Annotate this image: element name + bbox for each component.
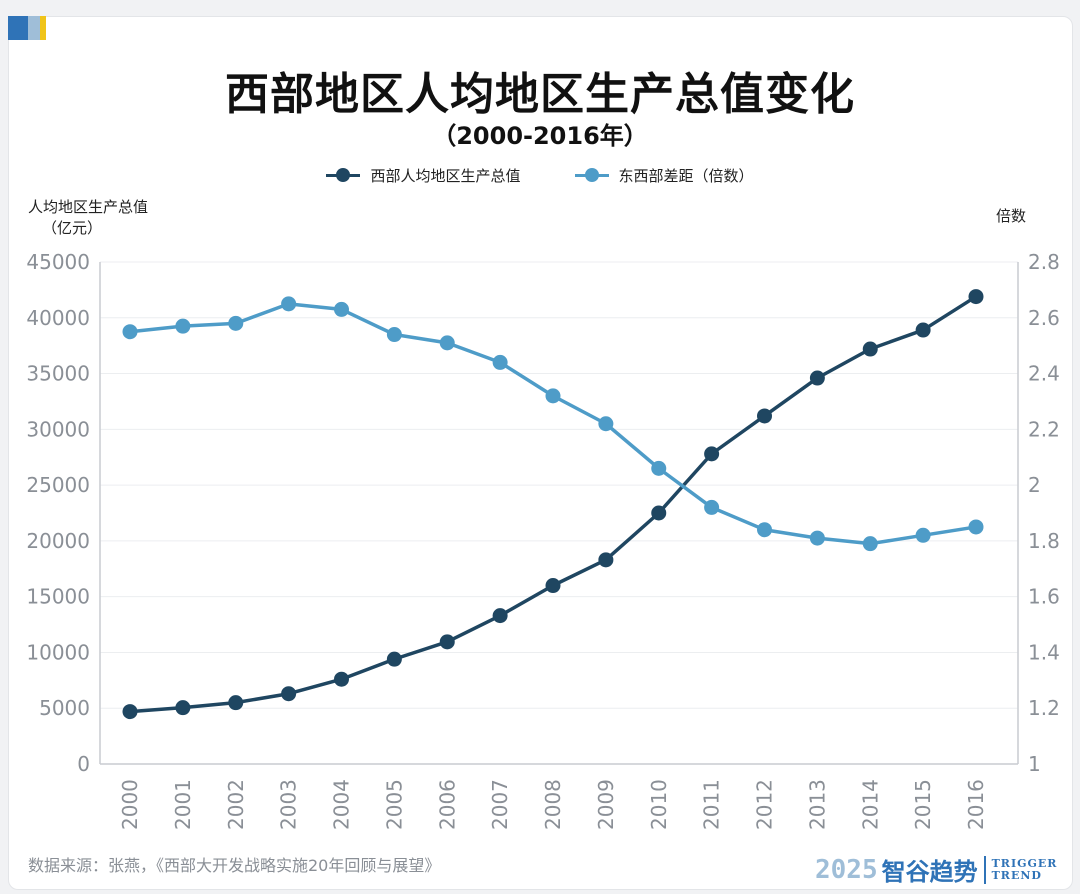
data-point-gap — [704, 500, 719, 515]
data-point-gap — [440, 335, 455, 350]
x-tick-label: 2014 — [858, 779, 882, 830]
data-point-gap — [228, 316, 243, 331]
y-left-tick-label: 35000 — [26, 362, 90, 386]
x-tick-label: 2015 — [911, 779, 935, 830]
y-left-tick-label: 30000 — [26, 417, 90, 441]
y-left-tick-label: 0 — [77, 752, 90, 776]
data-point-gdp — [546, 578, 561, 593]
y-right-tick-label: 2.8 — [1028, 250, 1060, 274]
brand-name: 智谷趋势 — [882, 852, 978, 887]
x-tick-label: 2002 — [224, 779, 248, 830]
x-tick-label: 2008 — [541, 779, 565, 830]
x-tick-label: 2013 — [805, 779, 829, 830]
y-left-tick-label: 10000 — [26, 640, 90, 664]
data-point-gdp — [810, 371, 825, 386]
data-point-gdp — [334, 672, 349, 687]
data-point-gap — [651, 461, 666, 476]
y-right-tick-label: 1.2 — [1028, 696, 1060, 720]
data-point-gdp — [757, 408, 772, 423]
data-point-gdp — [387, 652, 402, 667]
y-left-tick-label: 40000 — [26, 306, 90, 330]
data-point-gap — [916, 528, 931, 543]
x-tick-label: 2011 — [700, 779, 724, 830]
brand-english: TRIGGER TREND — [992, 858, 1058, 882]
data-point-gap — [334, 302, 349, 317]
x-tick-label: 2003 — [277, 779, 301, 830]
data-point-gdp — [493, 608, 508, 623]
data-point-gap — [757, 522, 772, 537]
y-right-tick-label: 2.2 — [1028, 417, 1060, 441]
data-point-gdp — [598, 552, 613, 567]
brand-english-line2: TREND — [992, 870, 1058, 882]
x-tick-label: 2012 — [753, 779, 777, 830]
data-point-gdp — [916, 323, 931, 338]
brand-english-line1: TRIGGER — [992, 858, 1058, 870]
x-tick-label: 2005 — [382, 779, 406, 830]
data-point-gdp — [281, 686, 296, 701]
data-point-gap — [546, 388, 561, 403]
brand-divider — [984, 856, 986, 884]
series-line-gap — [130, 304, 976, 544]
data-point-gdp — [863, 342, 878, 357]
data-point-gdp — [704, 446, 719, 461]
data-point-gap — [281, 296, 296, 311]
data-point-gdp — [651, 506, 666, 521]
y-right-tick-label: 1.6 — [1028, 585, 1060, 609]
line-chart: 0 5000 10000 15000 20000 25000 30000 35000 40000… — [0, 0, 1080, 894]
brand-logo: 2025 智谷趋势 TRIGGER TREND — [815, 852, 1057, 887]
brand-year: 2025 — [815, 855, 878, 885]
y-left-tick-label: 25000 — [26, 473, 90, 497]
x-tick-label: 2006 — [435, 779, 459, 830]
y-right-tick-label: 1.8 — [1028, 529, 1060, 553]
y-left-tick-label: 15000 — [26, 585, 90, 609]
x-tick-label: 2009 — [594, 779, 618, 830]
data-point-gdp — [123, 704, 138, 719]
y-left-tick-label: 5000 — [39, 696, 90, 720]
data-point-gap — [598, 416, 613, 431]
x-tick-label: 2001 — [171, 779, 195, 830]
x-tick-label: 2004 — [330, 779, 354, 830]
x-tick-label: 2016 — [964, 779, 988, 830]
data-point-gap — [123, 324, 138, 339]
y-left-tick-label: 20000 — [26, 529, 90, 553]
y-right-tick-label: 1 — [1028, 752, 1041, 776]
data-point-gap — [810, 531, 825, 546]
data-point-gdp — [175, 700, 190, 715]
data-point-gap — [387, 327, 402, 342]
series-line-gdp — [130, 297, 976, 712]
data-point-gap — [863, 536, 878, 551]
data-point-gdp — [969, 289, 984, 304]
x-tick-label: 2010 — [647, 779, 671, 830]
y-right-tick-label: 1.4 — [1028, 640, 1060, 664]
data-point-gap — [969, 519, 984, 534]
y-left-tick-label: 45000 — [26, 250, 90, 274]
x-tick-label: 2000 — [118, 779, 142, 830]
y-right-tick-label: 2.6 — [1028, 306, 1060, 330]
data-source-note: 数据来源：张燕，《西部大开发战略实施20年回顾与展望》 — [28, 852, 440, 876]
data-point-gap — [493, 355, 508, 370]
data-point-gdp — [440, 634, 455, 649]
y-right-tick-label: 2 — [1028, 473, 1041, 497]
y-right-tick-label: 2.4 — [1028, 362, 1060, 386]
x-tick-label: 2007 — [488, 779, 512, 830]
data-point-gap — [175, 319, 190, 334]
data-point-gdp — [228, 695, 243, 710]
